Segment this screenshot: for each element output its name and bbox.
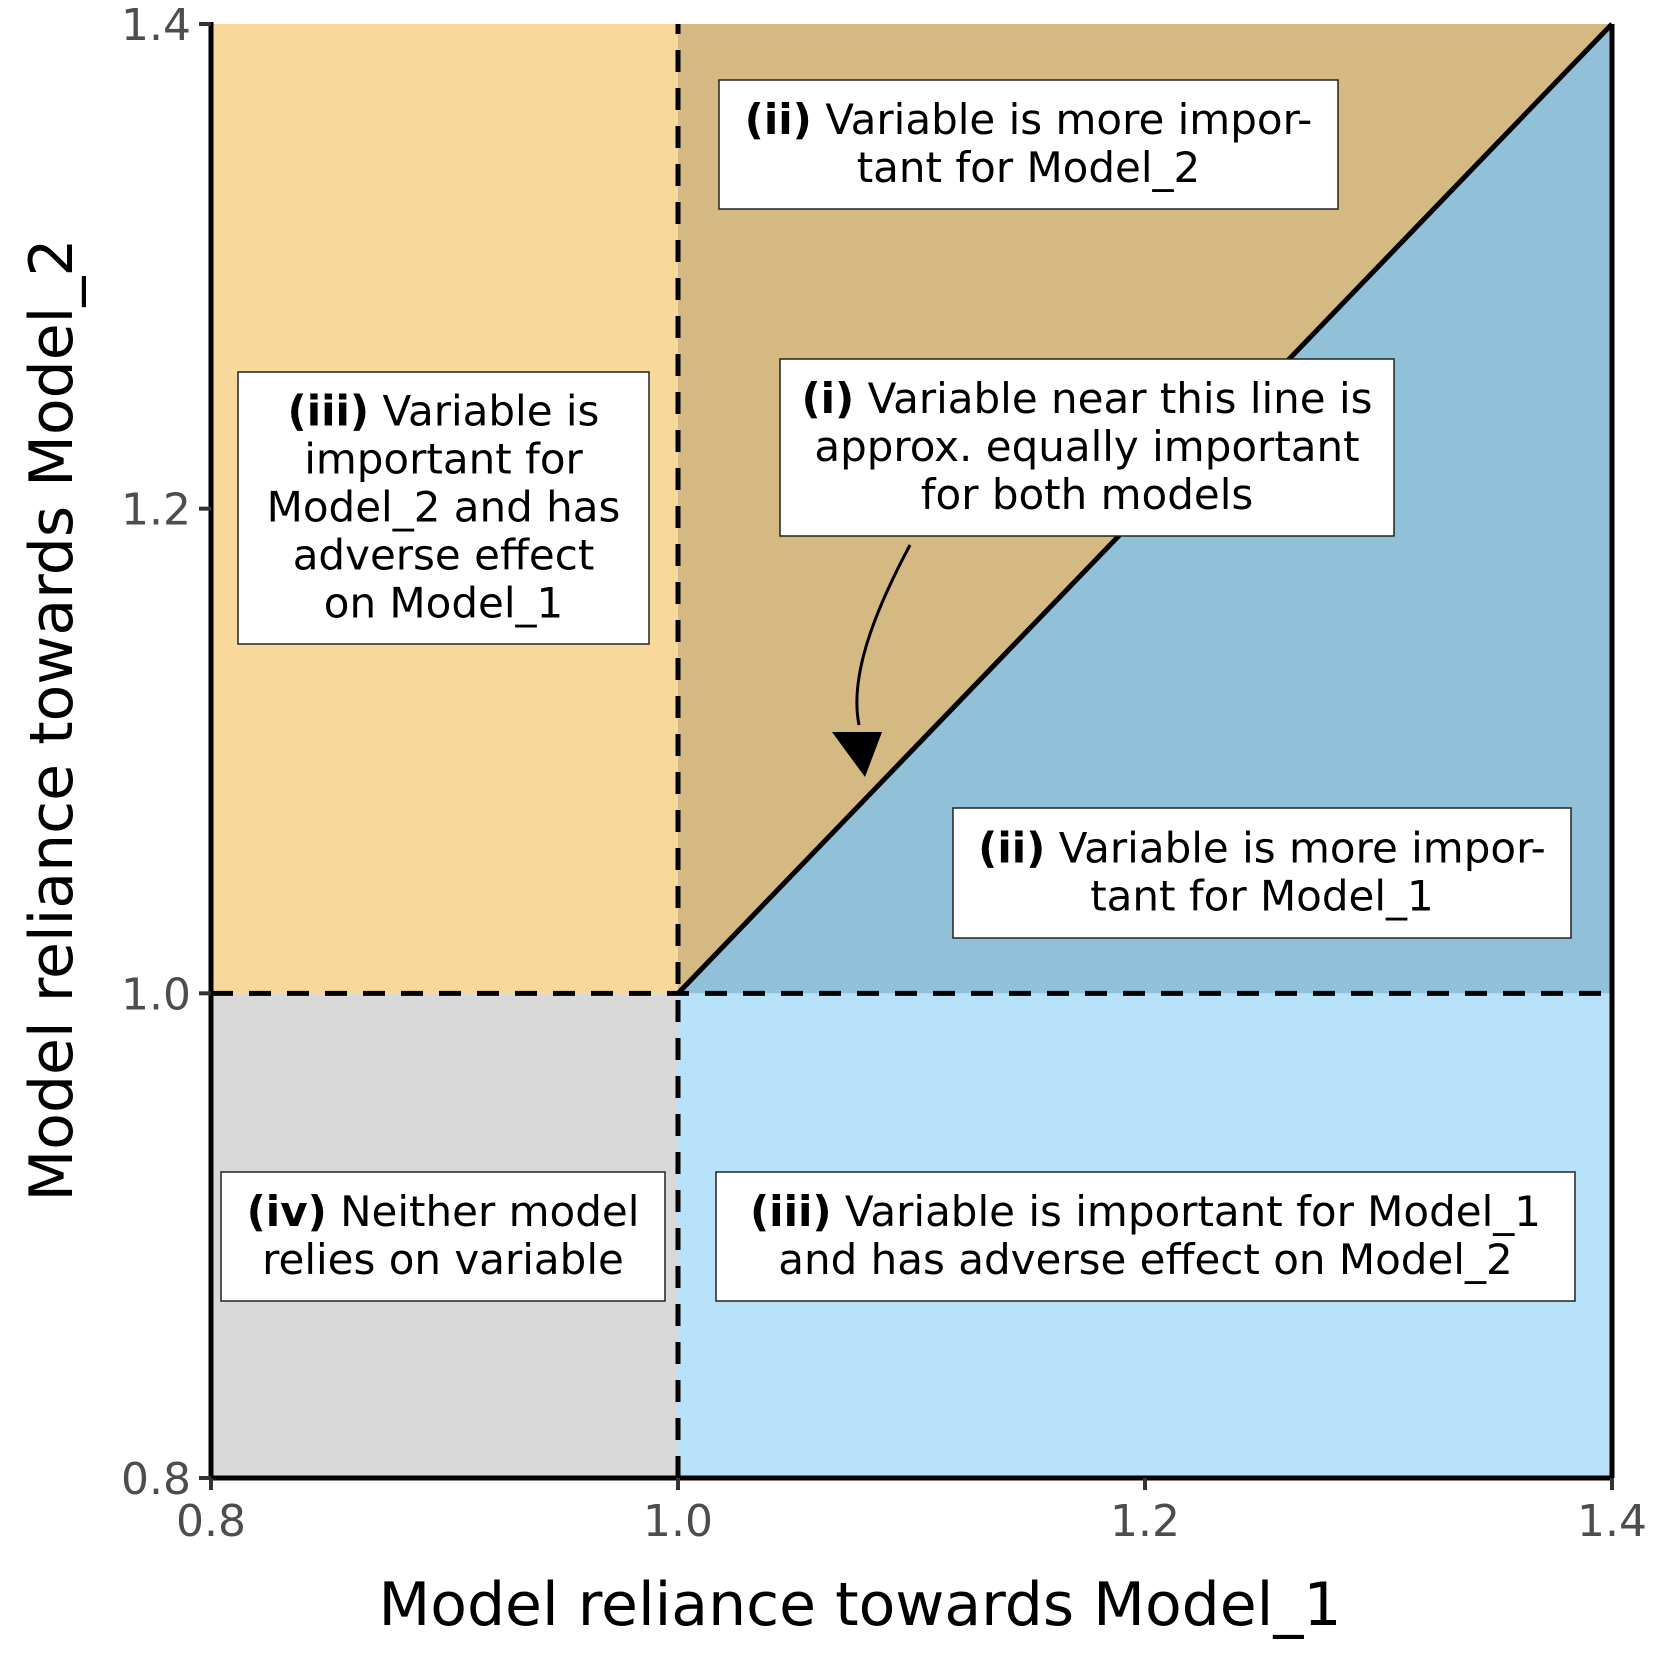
- annotation-box: [220, 1171, 666, 1302]
- annotation-text: Variable is more impor-: [1045, 823, 1545, 872]
- annotation-label: (iii): [750, 1187, 832, 1236]
- annotation-line: (i) Variable near this line is: [801, 374, 1372, 423]
- x-tick-label: 1.4: [1577, 1496, 1647, 1547]
- annotation-box: [715, 1171, 1576, 1302]
- annotation-label: (ii): [978, 823, 1045, 872]
- y-tick-label: 0.8: [121, 1454, 191, 1505]
- annotation-box: [952, 807, 1572, 939]
- y-tick-label: 1.4: [121, 0, 191, 51]
- annotation-ii-model2: (ii) Variable is more impor-tant for Mod…: [718, 79, 1339, 210]
- annotation-text: Model_2 and has: [267, 482, 621, 531]
- annotation-line: on Model_1: [324, 578, 564, 627]
- annotation-label: (i): [801, 374, 854, 423]
- annotation-text: important for: [304, 434, 583, 483]
- annotation-line: tant for Model_1: [1090, 871, 1434, 920]
- annotation-line: (ii) Variable is more impor-: [745, 95, 1313, 144]
- annotation-text: Variable is more impor-: [812, 95, 1312, 144]
- axes-layer: 0.8 1.0 1.2 1.4 0.8 1.0 1.2 1.4: [121, 0, 1647, 1547]
- annotation-ii-model1: (ii) Variable is more impor-tant for Mod…: [952, 807, 1572, 939]
- annotation-text: relies on variable: [262, 1235, 624, 1284]
- annotation-iii-model1: (iii) Variable is important for Model_1a…: [715, 1171, 1576, 1302]
- annotation-label: (iii): [288, 386, 370, 435]
- annotation-box: [718, 79, 1339, 210]
- annotation-box: [237, 371, 650, 645]
- annotation-label: (ii): [745, 95, 812, 144]
- annotation-text: for both models: [921, 470, 1254, 519]
- x-tick-label: 1.2: [1110, 1496, 1180, 1547]
- annotation-line: relies on variable: [262, 1235, 624, 1284]
- annotation-text: tant for Model_1: [1090, 871, 1434, 920]
- annotation-text: Variable is: [369, 386, 599, 435]
- annotation-text: adverse effect: [293, 530, 595, 579]
- y-tick-label: 1.0: [121, 969, 191, 1020]
- y-tick-label: 1.2: [121, 485, 191, 536]
- annotation-line: Model_2 and has: [267, 482, 621, 531]
- annotation-arrow: [855, 544, 912, 726]
- annotation-line: (ii) Variable is more impor-: [978, 823, 1546, 872]
- annotation-label: (iv): [247, 1187, 327, 1236]
- annotation-box: [779, 358, 1395, 537]
- annotation-text: approx. equally important: [814, 422, 1359, 471]
- annotation-arrowhead: [832, 732, 882, 777]
- annotation-line: (iii) Variable is important for Model_1: [750, 1187, 1541, 1236]
- y-axis-title: Model reliance towards Model_2: [17, 238, 87, 1201]
- annotation-text: Variable is important for Model_1: [832, 1187, 1541, 1236]
- annotation-text: Variable near this line is: [854, 374, 1372, 423]
- annotation-line: important for: [304, 434, 583, 483]
- x-tick-label: 0.8: [176, 1496, 246, 1547]
- x-axis-title: Model reliance towards Model_1: [378, 1570, 1341, 1640]
- annotation-line: tant for Model_2: [857, 143, 1201, 192]
- x-tick-label: 1.0: [643, 1496, 713, 1547]
- annotation-line: for both models: [921, 470, 1254, 519]
- annotation-text: and has adverse effect on Model_2: [778, 1235, 1512, 1284]
- annotation-line: (iii) Variable is: [288, 386, 600, 435]
- annotation-text: on Model_1: [324, 578, 564, 627]
- annotation-text: Neither model: [327, 1187, 640, 1236]
- annotation-line: and has adverse effect on Model_2: [778, 1235, 1512, 1284]
- annotation-text: tant for Model_2: [857, 143, 1201, 192]
- annotation-line: adverse effect: [293, 530, 595, 579]
- annotation-layer: (ii) Variable is more impor-tant for Mod…: [220, 79, 1576, 1302]
- annotation-line: (iv) Neither model: [247, 1187, 640, 1236]
- annotation-line: approx. equally important: [814, 422, 1359, 471]
